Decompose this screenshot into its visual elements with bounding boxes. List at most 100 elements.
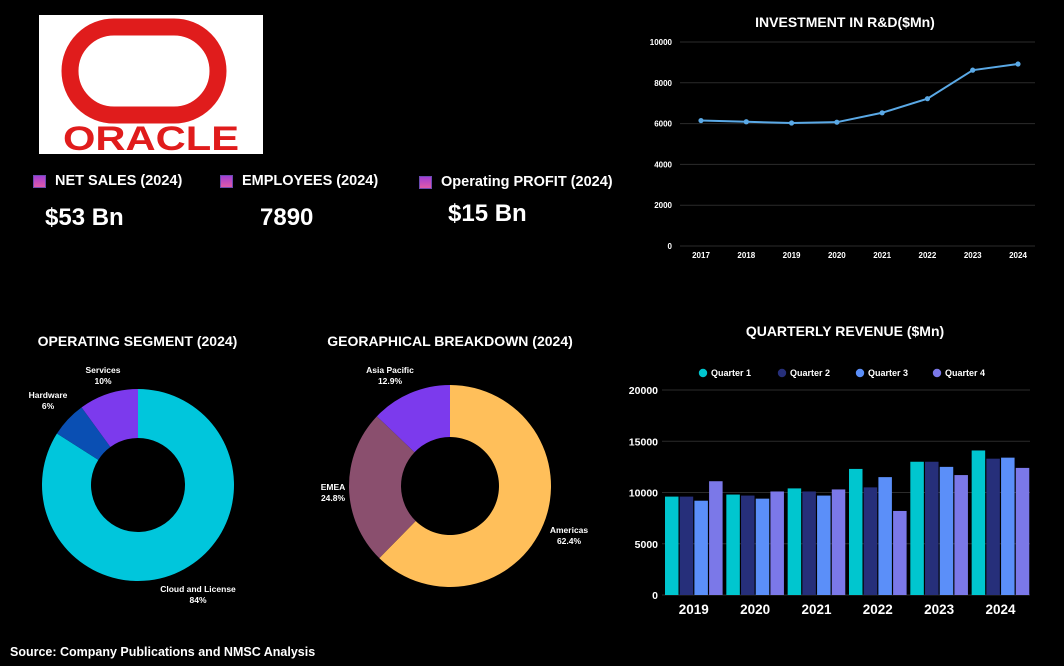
slice-label: EMEA	[321, 482, 346, 492]
kpi-employees-value: 7890	[260, 204, 314, 231]
rd-xtick-label: 2022	[919, 251, 937, 260]
slice-value-label: 6%	[42, 401, 55, 411]
segment-chart-title: OPERATING SEGMENT (2024)	[37, 333, 238, 349]
bar	[849, 468, 863, 595]
segment-slice	[56, 407, 111, 460]
rd-chart-title: INVESTMENT IN R&D($Mn)	[755, 14, 935, 30]
legend-label: Quarter 2	[790, 368, 830, 378]
rd-xtick-label: 2023	[964, 251, 982, 260]
bar-xtick-label: 2021	[801, 602, 832, 617]
bar-ytick-label: 5000	[635, 539, 659, 551]
slice-label: Americas	[550, 525, 589, 535]
bar	[755, 498, 770, 595]
bar	[817, 495, 831, 595]
bar-ytick-label: 0	[652, 590, 658, 602]
bar	[741, 495, 755, 595]
rd-ytick-label: 10000	[650, 38, 673, 47]
oracle-logo-graphic: ORACLE	[61, 18, 239, 158]
bar	[802, 491, 816, 595]
bar-xtick-label: 2019	[679, 602, 709, 617]
bar	[770, 491, 784, 595]
legend-marker	[932, 368, 942, 378]
rd-ytick-label: 2000	[654, 201, 672, 210]
bar	[878, 477, 892, 595]
bar	[694, 500, 708, 595]
quarterly-chart-title: QUARTERLY REVENUE ($Mn)	[745, 323, 945, 339]
geo-slice	[349, 416, 416, 559]
rd-ytick-label: 4000	[654, 160, 672, 169]
bar	[1015, 467, 1030, 595]
bar-ytick-label: 10000	[629, 488, 658, 500]
rd-series-line	[700, 63, 1019, 124]
oracle-logo: ORACLE	[39, 15, 263, 158]
bar	[787, 488, 802, 595]
quarterly-bar-chart: 0 5000 10000 15000 20000 Quarter 1 Quarter 2 Qu…	[629, 368, 1030, 617]
geo-slice	[379, 385, 551, 587]
rd-data-point	[788, 120, 795, 126]
rd-data-point	[879, 110, 885, 116]
bar	[954, 475, 968, 595]
bar	[971, 450, 986, 595]
slice-value-label: 24.8%	[321, 493, 346, 503]
geo-slice	[376, 385, 450, 453]
rd-xtick-label: 2024	[1009, 251, 1027, 260]
bar	[709, 481, 723, 595]
bar-ytick-label: 15000	[629, 436, 658, 448]
source-note: Source: Company Publications and NMSC An…	[10, 645, 316, 659]
logo-wordmark: ORACLE	[63, 120, 239, 154]
bullet-square-icon	[220, 174, 233, 188]
bar	[679, 496, 694, 595]
slice-value-label: 84%	[189, 595, 206, 605]
bar	[893, 510, 907, 595]
bar	[925, 461, 939, 595]
bar	[939, 466, 954, 595]
bar	[726, 494, 740, 595]
rd-data-point	[698, 117, 704, 124]
rd-data-point	[970, 67, 976, 73]
bar	[863, 487, 878, 595]
rd-data-point	[1015, 61, 1021, 67]
segment-slice	[81, 389, 138, 447]
rd-xtick-label: 2019	[783, 251, 801, 260]
slice-label: Asia Pacific	[366, 365, 414, 375]
rd-data-point	[924, 96, 931, 102]
bullet-square-icon	[419, 175, 432, 189]
bar	[831, 489, 846, 595]
rd-data-point	[834, 119, 840, 125]
kpi-operating-profit-label: Operating PROFIT (2024)	[419, 174, 613, 190]
rd-xtick-label: 2017	[692, 251, 710, 260]
slice-label: Cloud and License	[160, 584, 236, 594]
slice-value-label: 62.4%	[557, 536, 582, 546]
bar-xtick-label: 2024	[985, 602, 1016, 617]
bar	[986, 458, 1000, 595]
rd-ytick-label: 0	[668, 242, 673, 251]
bar-ytick-label: 20000	[629, 385, 658, 397]
slice-label: Services	[86, 365, 121, 375]
legend-marker	[698, 368, 708, 378]
kpi-net-sales-value: $53 Bn	[45, 204, 124, 231]
legend-label: Quarter 4	[945, 368, 985, 378]
geo-chart-title: GEORAPHICAL BREAKDOWN (2024)	[327, 333, 573, 349]
bar	[665, 496, 679, 595]
kpi-operating-profit-value: $15 Bn	[448, 200, 527, 227]
legend-marker	[777, 368, 787, 378]
bar-xtick-label: 2022	[863, 602, 893, 617]
legend-label: Quarter 1	[711, 368, 751, 378]
kpi-net-sales-label: NET SALES (2024)	[33, 173, 182, 189]
slice-value-label: 12.9%	[378, 376, 403, 386]
bar-xtick-label: 2020	[740, 602, 770, 617]
kpi-employees-label: EMPLOYEES (2024)	[220, 173, 378, 189]
legend-marker	[855, 368, 865, 378]
rd-xtick-label: 2020	[828, 251, 846, 260]
slice-label: Hardware	[29, 390, 68, 400]
bar	[1001, 457, 1015, 595]
rd-xtick-label: 2021	[873, 251, 891, 260]
rd-line-chart: 0 2000 4000 6000 8000 10000 2017 2018 2019 2020 20…	[650, 38, 1035, 260]
segment-slice	[41, 389, 234, 581]
rd-ytick-label: 6000	[654, 120, 672, 129]
bar	[910, 461, 924, 595]
rd-ytick-label: 8000	[654, 79, 672, 88]
rd-data-point	[743, 119, 749, 125]
